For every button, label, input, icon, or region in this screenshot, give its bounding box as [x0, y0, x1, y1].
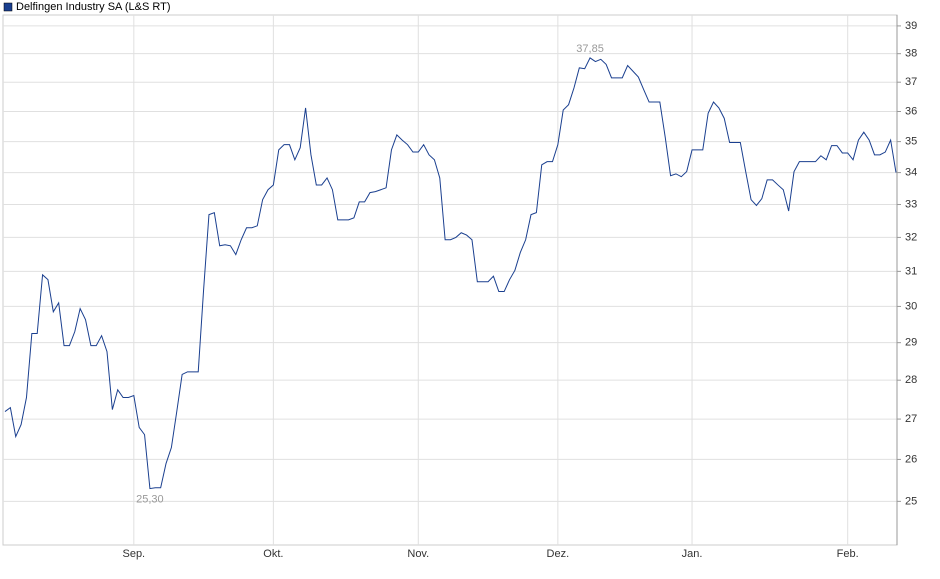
x-tick-label: Jan. [682, 548, 703, 560]
plot-area [2, 14, 898, 546]
x-tick-label: Nov. [407, 548, 429, 560]
y-tick-label: 36 [905, 105, 917, 117]
y-tick-label: 28 [905, 374, 917, 386]
x-tick-label: Sep. [122, 548, 145, 560]
y-tick-label: 39 [905, 20, 917, 32]
legend-swatch [3, 2, 13, 12]
y-tick-label: 27 [905, 413, 917, 425]
value-label: 37,85 [576, 43, 604, 55]
y-tick-label: 34 [905, 167, 917, 179]
y-tick-label: 37 [905, 76, 917, 88]
y-tick-label: 33 [905, 198, 917, 210]
x-tick-label: Okt. [263, 548, 283, 560]
y-tick-label: 26 [905, 453, 917, 465]
y-tick-label: 31 [905, 265, 917, 277]
y-tick-label: 25 [905, 495, 917, 507]
legend-label: Delfingen Industry SA (L&S RT) [16, 1, 170, 13]
x-tick-label: Dez. [547, 548, 570, 560]
y-tick-label: 35 [905, 136, 917, 148]
price-line [4, 57, 897, 490]
y-tick-label: 30 [905, 300, 917, 312]
y-tick-label: 32 [905, 231, 917, 243]
y-tick-label: 38 [905, 48, 917, 60]
x-tick-label: Feb. [837, 548, 859, 560]
value-label: 25,30 [136, 494, 164, 506]
y-tick-label: 29 [905, 337, 917, 349]
